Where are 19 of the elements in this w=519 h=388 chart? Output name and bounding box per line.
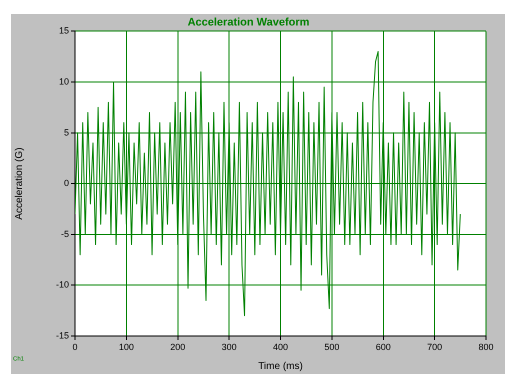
y-tick-label: 15 (58, 26, 69, 36)
y-tick-label: -10 (56, 280, 69, 290)
x-tick-label: 0 (72, 342, 78, 352)
x-tick-label: 400 (272, 342, 288, 352)
x-tick-label: 600 (376, 342, 391, 352)
x-tick-label: 300 (222, 342, 237, 352)
x-axis-title: Time (ms) (258, 360, 303, 372)
x-tick-label: 200 (170, 342, 186, 352)
y-tick-label: 0 (64, 178, 69, 188)
x-tick-label: 700 (427, 342, 442, 352)
y-axis-title: Acceleration (G) (14, 147, 25, 220)
y-tick-label: -15 (56, 330, 69, 340)
y-tick-label: 5 (64, 127, 69, 138)
y-tick-label: 10 (58, 76, 69, 86)
y-tick-label: -5 (60, 228, 69, 239)
x-tick-label: 500 (324, 342, 340, 352)
x-tick-label: 800 (478, 342, 494, 352)
x-tick-label: 100 (118, 342, 134, 352)
chart-title: Acceleration Waveform (188, 16, 310, 29)
